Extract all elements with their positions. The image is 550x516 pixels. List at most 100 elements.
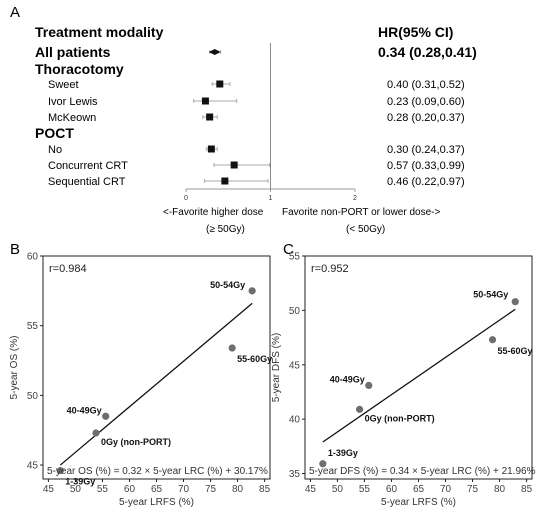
forest-row-label-7: Concurrent CRT [48,160,128,172]
point-label-4: 50-54Gy [473,290,508,300]
x-tick-label-2: 55 [359,484,371,495]
panel-label-a: A [10,4,20,21]
point-label-4: 50-54Gy [210,280,245,290]
data-point-2 [365,381,373,390]
y-tick-label-3: 60 [27,252,39,263]
point-label-2: 40-49Gy [330,374,365,384]
point-label-0: 1-39Gy [65,477,95,487]
forest-row-label-0: All patients [35,44,111,60]
forest-header-right: HR(95% CI) [378,24,453,40]
data-point-4 [248,287,256,295]
scatter-panel-c: C 45 50 55 60 65 70 75 80 85 35 40 45 50 55 5-year LRF… [271,241,536,508]
x-tick-label-5: 70 [178,484,190,495]
point-label-1: 0Gy (non-PORT) [365,413,435,423]
forest-row-label-6: No [48,144,62,156]
point-label-0: 1-39Gy [328,448,358,458]
forest-point-2 [216,80,224,88]
y-tick-label-0: 45 [27,461,39,472]
forest-x-tick-label-2: 2 [353,195,357,202]
forest-hr-text-4: 0.28 (0.20,0.37) [387,112,465,124]
scatter-plot-c: 45 50 55 60 65 70 75 80 85 35 40 45 50 55 5-year LRFS … [271,252,536,509]
x-tick-label-8: 85 [521,484,533,495]
forest-hr-text-7: 0.57 (0.33,0.99) [387,160,465,172]
forest-x-tick-label-0: 0 [184,195,188,202]
data-point-1 [92,429,100,437]
y-tick-label-3: 50 [289,306,301,317]
regression-equation: 5-year DFS (%) = 0.34 × 5-year LRC (%) +… [309,466,536,477]
data-point-3 [488,336,497,344]
forest-row-label-8: Sequential CRT [48,176,126,188]
forest-rows: All patients 0.34 (0.28,0.41) Thoracotomy S… [35,44,477,188]
x-axis-label: 5-year LRFS (%) [119,497,194,508]
x-tick-label-5: 70 [440,484,452,495]
forest-hr-text-8: 0.46 (0.22,0.97) [387,176,465,188]
forest-annotation-left-2: (≥ 50Gy) [206,224,245,235]
scatter-plot-b: 45 50 55 60 65 70 75 80 85 45 50 55 60 5-year LRFS (%… [9,252,272,509]
x-tick-label-1: 50 [70,484,82,495]
x-tick-label-4: 65 [413,484,425,495]
data-point-1 [355,405,364,413]
forest-annotation-left-1: <-Favorite higher dose [163,207,264,218]
forest-x-axis: 0 1 2 [184,43,357,202]
x-tick-label-0: 45 [43,484,55,495]
x-tick-label-7: 80 [232,484,244,495]
x-tick-label-3: 60 [386,484,398,495]
forest-plot-panel: A Treatment modality HR(95% CI) All pati… [10,4,477,235]
x-tick-label-4: 65 [151,484,163,495]
forest-hr-text-2: 0.40 (0.31,0.52) [387,79,465,91]
point-label-2: 40-49Gy [67,405,102,415]
x-tick-label-1: 50 [332,484,344,495]
data-point-0 [319,460,327,468]
forest-header-left: Treatment modality [35,24,164,40]
y-tick-label-1: 50 [27,391,39,402]
regression-line [322,308,516,443]
forest-point-3 [201,97,209,105]
forest-hr-text-3: 0.23 (0.09,0.60) [387,96,465,108]
y-tick-label-4: 55 [289,252,301,263]
point-label-3: 55-60Gy [498,346,533,356]
y-axis-label: 5-year DFS (%) [271,333,282,402]
y-tick-label-0: 35 [289,469,301,480]
forest-point-8 [221,177,229,185]
x-tick-label-7: 80 [494,484,506,495]
forest-point-4 [206,113,214,121]
point-label-3: 55-60Gy [237,354,272,364]
correlation-label: r=0.984 [49,263,87,275]
data-point-3 [228,344,236,352]
point-label-1: 0Gy (non-PORT) [101,437,171,447]
y-tick-label-2: 55 [27,321,39,332]
data-point-0 [56,467,64,475]
forest-row-label-1: Thoracotomy [35,61,124,77]
forest-hr-text-0: 0.34 (0.28,0.41) [378,44,477,60]
forest-annotation-right-2: (< 50Gy) [346,224,385,235]
forest-point-7 [230,161,238,169]
forest-x-tick-label-1: 1 [269,195,273,202]
forest-hr-text-6: 0.30 (0.24,0.37) [387,144,465,156]
forest-row-label-5: POCT [35,125,74,141]
x-tick-label-6: 75 [467,484,479,495]
regression-line [59,302,253,466]
forest-row-label-4: McKeown [48,112,96,124]
correlation-label: r=0.952 [311,263,349,275]
y-axis-label: 5-year OS (%) [9,336,20,400]
forest-row-label-2: Sweet [48,79,79,91]
forest-annotation-right-1: Favorite non-PORT or lower dose-> [282,207,440,218]
data-point-2 [102,412,110,420]
forest-point-6 [207,145,215,153]
x-tick-label-0: 45 [305,484,317,495]
x-tick-label-2: 55 [97,484,109,495]
data-point-4 [511,298,519,306]
x-tick-label-6: 75 [205,484,217,495]
panel-label-c: C [283,241,294,258]
regression-equation: 5-year OS (%) = 0.32 × 5-year LRC (%) + … [47,466,268,477]
x-tick-label-3: 60 [124,484,136,495]
y-tick-label-1: 40 [289,415,301,426]
scatter-panel-b: B 45 50 55 60 65 70 75 80 85 45 50 55 60 5-year LRFS … [9,241,272,508]
forest-diamond-0 [208,49,221,55]
x-tick-label-8: 85 [259,484,271,495]
y-tick-label-2: 45 [289,360,301,371]
panel-label-b: B [10,241,20,258]
forest-row-label-3: Ivor Lewis [48,96,98,108]
x-axis-label: 5-year LRFS (%) [381,497,456,508]
